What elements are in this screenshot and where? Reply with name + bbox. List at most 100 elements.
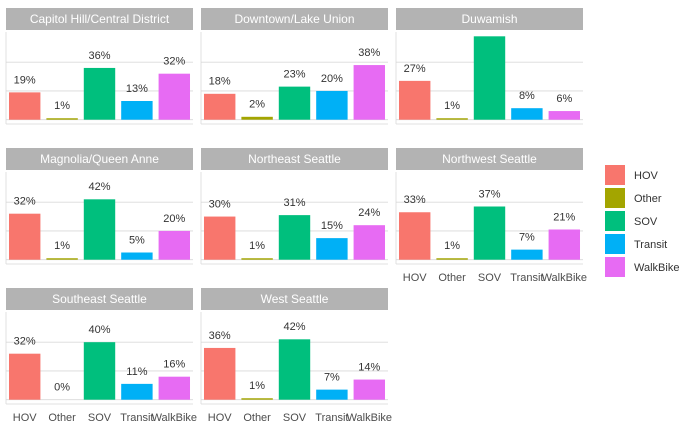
strip (201, 148, 388, 170)
x-tick-label: SOV (478, 272, 502, 284)
value-label: 13% (126, 83, 148, 95)
value-label: 42% (88, 181, 110, 193)
legend-key (605, 211, 625, 231)
bar (83, 67, 116, 120)
value-label: 8% (519, 90, 535, 102)
bar (278, 215, 311, 260)
value-label: 19% (14, 74, 36, 86)
strip-title: Southeast Seattle (52, 292, 147, 306)
bar (473, 36, 506, 120)
bar (278, 86, 311, 120)
bar (278, 339, 311, 400)
value-label: 32% (163, 56, 185, 68)
legend-label: SOV (634, 216, 658, 228)
strip-title: Capitol Hill/Central District (30, 12, 170, 26)
x-tick-label: Other (243, 412, 271, 424)
bar (398, 80, 431, 120)
strip-title: Magnolia/Queen Anne (40, 152, 159, 166)
bar (353, 225, 386, 260)
value-label: 16% (163, 359, 185, 371)
strip (201, 8, 388, 30)
strip-title: Duwamish (461, 12, 517, 26)
value-label: 23% (283, 69, 305, 81)
bar (436, 118, 468, 120)
value-label: 1% (444, 240, 460, 252)
value-label: 15% (321, 220, 343, 232)
strip-title: Downtown/Lake Union (234, 12, 354, 26)
value-label: 7% (324, 372, 340, 384)
value-label: 18% (209, 76, 231, 88)
value-label: 0% (54, 382, 70, 394)
legend-label: Other (634, 193, 662, 205)
value-label: 1% (54, 100, 70, 112)
value-label: 7% (519, 232, 535, 244)
x-tick-label: HOV (13, 412, 38, 424)
legend-key (605, 188, 625, 208)
bar (8, 92, 41, 120)
value-label: 32% (14, 336, 36, 348)
strip (396, 148, 583, 170)
strip (396, 8, 583, 30)
bar (436, 258, 468, 260)
x-tick-label: WalkBike (152, 412, 197, 424)
value-label: 42% (283, 321, 305, 333)
strip (201, 288, 388, 310)
bar (241, 258, 273, 260)
strip-title: Northwest Seattle (442, 152, 537, 166)
value-label: 32% (14, 196, 36, 208)
bar (46, 118, 78, 120)
value-label: 24% (358, 207, 380, 219)
bar (511, 249, 543, 260)
value-label: 20% (321, 73, 343, 85)
value-label: 1% (249, 240, 265, 252)
bar (241, 116, 273, 120)
x-tick-label: Other (438, 272, 466, 284)
bar (241, 398, 273, 400)
value-label: 36% (88, 50, 110, 62)
x-tick-label: SOV (88, 412, 112, 424)
bar (8, 353, 41, 400)
value-label: 6% (556, 93, 572, 105)
x-tick-label: HOV (403, 272, 428, 284)
bar (316, 90, 348, 120)
bar (398, 212, 431, 260)
bar (203, 216, 236, 260)
x-tick-label: Transit (120, 412, 153, 424)
strip-title: West Seattle (261, 292, 329, 306)
value-label: 5% (129, 234, 145, 246)
strip (6, 8, 193, 30)
bar (353, 379, 386, 400)
bar (511, 108, 543, 120)
bar (203, 347, 236, 400)
value-label: 11% (126, 366, 147, 378)
bar (121, 101, 153, 120)
bar (121, 252, 153, 260)
bar (8, 213, 41, 260)
strip (6, 288, 193, 310)
value-label: 31% (283, 197, 305, 209)
value-label: 2% (249, 99, 265, 111)
bar (158, 73, 191, 120)
x-tick-label: Transit (315, 412, 348, 424)
bar (46, 258, 78, 260)
strip (6, 148, 193, 170)
bar (316, 389, 348, 400)
x-tick-label: SOV (283, 412, 307, 424)
value-label: 1% (54, 240, 70, 252)
bar (548, 229, 581, 260)
bar (158, 230, 191, 260)
bar (548, 111, 581, 120)
value-label: 21% (553, 211, 575, 223)
bar (353, 65, 386, 120)
x-tick-label: Other (48, 412, 76, 424)
bar (83, 342, 116, 400)
legend-key (605, 257, 625, 277)
legend-key (605, 165, 625, 185)
value-label: 27% (404, 63, 426, 75)
value-label: 38% (358, 47, 380, 59)
x-tick-label: Transit (510, 272, 543, 284)
value-label: 36% (209, 330, 231, 342)
x-tick-label: WalkBike (347, 412, 392, 424)
value-label: 20% (163, 213, 185, 225)
